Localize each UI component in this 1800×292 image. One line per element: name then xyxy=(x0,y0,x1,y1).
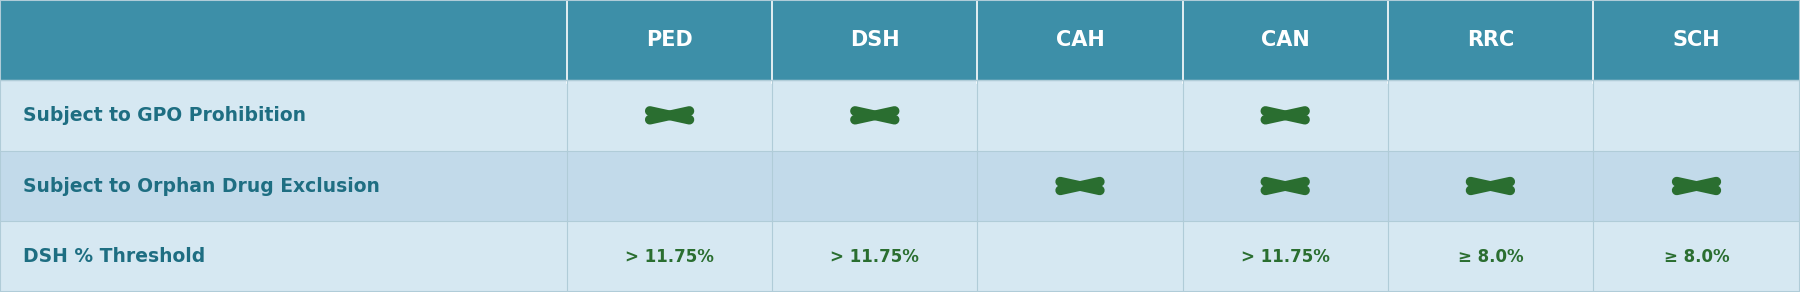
Text: PED: PED xyxy=(646,30,693,50)
Text: DSH: DSH xyxy=(850,30,900,50)
Text: CAN: CAN xyxy=(1260,30,1310,50)
FancyBboxPatch shape xyxy=(0,221,1800,292)
FancyBboxPatch shape xyxy=(0,80,1800,151)
FancyBboxPatch shape xyxy=(0,0,1800,80)
Text: Subject to GPO Prohibition: Subject to GPO Prohibition xyxy=(23,106,306,125)
Text: > 11.75%: > 11.75% xyxy=(830,248,920,266)
Text: RRC: RRC xyxy=(1467,30,1514,50)
Text: > 11.75%: > 11.75% xyxy=(1240,248,1330,266)
Text: DSH % Threshold: DSH % Threshold xyxy=(23,247,205,266)
Text: SCH: SCH xyxy=(1672,30,1721,50)
Text: > 11.75%: > 11.75% xyxy=(625,248,715,266)
Text: CAH: CAH xyxy=(1055,30,1105,50)
FancyBboxPatch shape xyxy=(0,151,1800,221)
Text: ≥ 8.0%: ≥ 8.0% xyxy=(1458,248,1523,266)
Text: ≥ 8.0%: ≥ 8.0% xyxy=(1663,248,1730,266)
Text: Subject to Orphan Drug Exclusion: Subject to Orphan Drug Exclusion xyxy=(23,176,380,196)
